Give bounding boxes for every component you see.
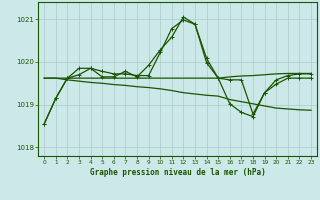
X-axis label: Graphe pression niveau de la mer (hPa): Graphe pression niveau de la mer (hPa): [90, 168, 266, 177]
